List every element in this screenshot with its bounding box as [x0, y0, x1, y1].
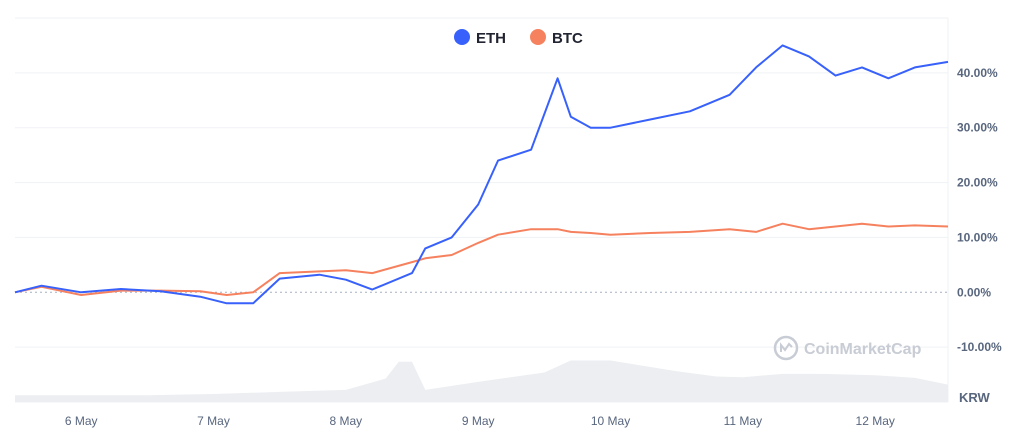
watermark: CoinMarketCap	[773, 335, 922, 361]
y-tick-label: 40.00%	[957, 66, 998, 80]
series-lines	[14, 44, 949, 305]
x-tick-label: 8 May	[330, 414, 363, 428]
x-tick-label: 11 May	[724, 414, 762, 428]
x-tick-label: 9 May	[462, 414, 495, 428]
x-tick-label: 6 May	[65, 414, 98, 428]
volume-area	[15, 360, 948, 402]
x-tick-label: 12 May	[856, 414, 895, 428]
series-line-btc	[14, 222, 949, 296]
x-axis: 6 May 7 May 8 May 9 May 10 May 11 May 12 May	[65, 414, 895, 428]
x-tick-label: 10 May	[591, 414, 630, 428]
y-axis: -10.00% 0.00% 10.00% 20.00% 30.00% 40.00%	[957, 66, 1002, 354]
y-tick-label: -10.00%	[957, 340, 1002, 354]
gridlines	[15, 17, 949, 403]
currency-label: KRW	[959, 390, 991, 405]
coinmarketcap-logo-icon	[773, 335, 799, 361]
watermark-text: CoinMarketCap	[804, 341, 922, 358]
legend[interactable]: ETH BTC	[454, 29, 583, 47]
y-tick-label: 0.00%	[957, 285, 991, 299]
y-tick-label: 30.00%	[957, 121, 998, 135]
legend-label: ETH	[476, 30, 506, 47]
volume-area-fill	[15, 360, 948, 402]
legend-dot	[454, 29, 470, 45]
legend-item-btc[interactable]: BTC	[530, 29, 583, 47]
series-line-eth	[14, 44, 949, 305]
legend-item-eth[interactable]: ETH	[454, 29, 506, 47]
y-tick-label: 10.00%	[957, 230, 998, 244]
legend-dot	[530, 29, 546, 45]
x-tick-label: 7 May	[197, 414, 230, 428]
legend-label: BTC	[552, 30, 583, 47]
y-tick-label: 20.00%	[957, 176, 998, 190]
